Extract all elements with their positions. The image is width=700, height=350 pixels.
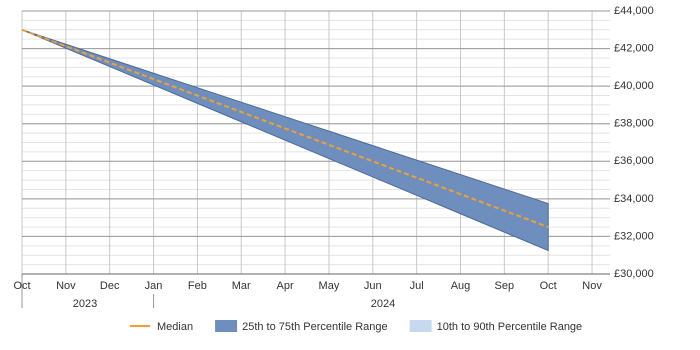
x-tick-label: Apr: [277, 280, 294, 292]
y-tick-label: £34,000: [614, 193, 654, 205]
y-tick-label: £38,000: [614, 118, 654, 130]
x-tick-label: May: [319, 280, 340, 292]
y-tick-label: £32,000: [614, 230, 654, 242]
x-tick-label: Jun: [364, 280, 382, 292]
legend-label: 25th to 75th Percentile Range: [242, 321, 388, 333]
x-tick-label: Oct: [540, 280, 557, 292]
year-label: 2024: [371, 298, 395, 310]
legend-label: 10th to 90th Percentile Range: [437, 321, 583, 333]
x-tick-label: Feb: [188, 280, 207, 292]
x-tick-label: Jan: [145, 280, 163, 292]
x-tick-label: Nov: [56, 280, 76, 292]
year-label: 2023: [73, 298, 97, 310]
y-tick-label: £42,000: [614, 42, 654, 54]
legend-swatch: [215, 320, 238, 332]
x-tick-label: Sep: [495, 280, 515, 292]
y-tick-label: £30,000: [614, 268, 654, 280]
x-tick-label: Dec: [100, 280, 120, 292]
median-line: [21, 28, 549, 228]
x-tick-label: Nov: [582, 280, 602, 292]
x-tick-label: Mar: [232, 280, 251, 292]
x-tick-label: Aug: [451, 280, 471, 292]
y-tick-label: £44,000: [614, 5, 654, 17]
legend-swatch: [409, 320, 432, 332]
legend-label: Median: [157, 321, 193, 333]
y-tick-label: £36,000: [614, 155, 654, 167]
y-tick-label: £40,000: [614, 80, 654, 92]
x-tick-label: Jul: [410, 280, 424, 292]
